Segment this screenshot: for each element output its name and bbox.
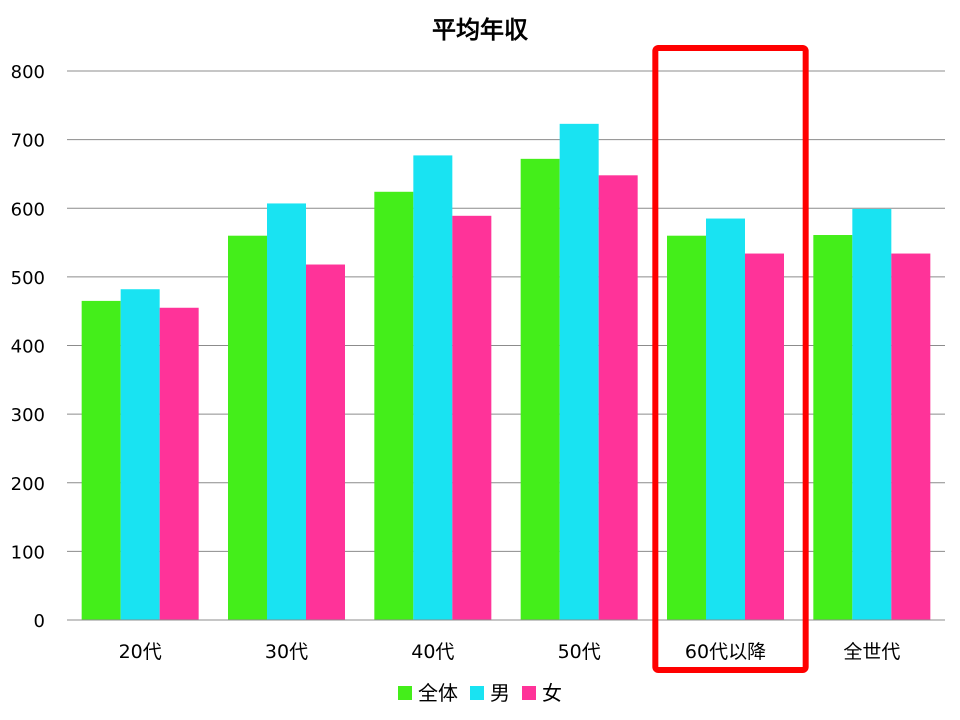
highlight-box [652, 45, 809, 673]
bar-女-全世代 [891, 253, 931, 621]
bar-男-30代 [267, 203, 306, 621]
legend: 全体 男 女 [398, 681, 562, 705]
bar-全体-50代 [520, 158, 560, 620]
bar-男-60代以降 [706, 218, 745, 620]
x-category-label: 40代 [411, 641, 454, 663]
y-tick-label: 200 [11, 474, 45, 495]
bars [81, 123, 931, 621]
y-tick-label: 100 [11, 542, 45, 563]
y-tick-label: 400 [11, 337, 45, 358]
x-category-label: 20代 [119, 641, 162, 663]
bar-男-40代 [413, 155, 453, 620]
x-category-label: 30代 [265, 641, 308, 663]
x-category-label: 50代 [558, 641, 601, 663]
highlight-rectangle [652, 45, 809, 673]
bar-女-30代 [306, 264, 345, 620]
bar-全体-20代 [81, 300, 121, 620]
y-tick-label: 800 [11, 62, 45, 83]
legend-label: 女 [542, 681, 562, 705]
x-axis: 20代 30代 40代 50代 60代以降 全世代 [67, 619, 945, 663]
legend-swatch-女 [522, 686, 536, 700]
bar-女-50代 [598, 175, 638, 620]
y-tick-label: 700 [11, 131, 45, 152]
bar-全体-40代 [374, 191, 414, 620]
x-category-label: 60代以降 [685, 641, 766, 663]
x-category-label: 全世代 [843, 641, 900, 663]
bar-男-50代 [559, 123, 599, 620]
legend-label: 全体 [418, 681, 458, 705]
bar-男-全世代 [852, 208, 892, 620]
bar-女-20代 [159, 307, 199, 620]
bar-女-40代 [452, 215, 492, 620]
y-tick-label: 300 [11, 405, 45, 426]
legend-label: 男 [490, 681, 510, 705]
bar-男-20代 [120, 289, 160, 620]
y-tick-label: 600 [11, 199, 45, 220]
chart-title: 平均年収 [432, 16, 529, 44]
bar-全体-全世代 [813, 235, 853, 621]
y-tick-label: 0 [34, 611, 45, 632]
bar-女-60代以降 [745, 253, 784, 621]
legend-swatch-全体 [398, 686, 412, 700]
legend-swatch-男 [470, 686, 484, 700]
gridlines [67, 70, 945, 552]
bar-全体-30代 [228, 235, 267, 620]
y-axis-tick-labels: 0 100 200 300 400 500 600 700 800 [11, 62, 45, 632]
y-tick-label: 500 [11, 268, 45, 289]
bar-全体-60代以降 [667, 235, 706, 620]
